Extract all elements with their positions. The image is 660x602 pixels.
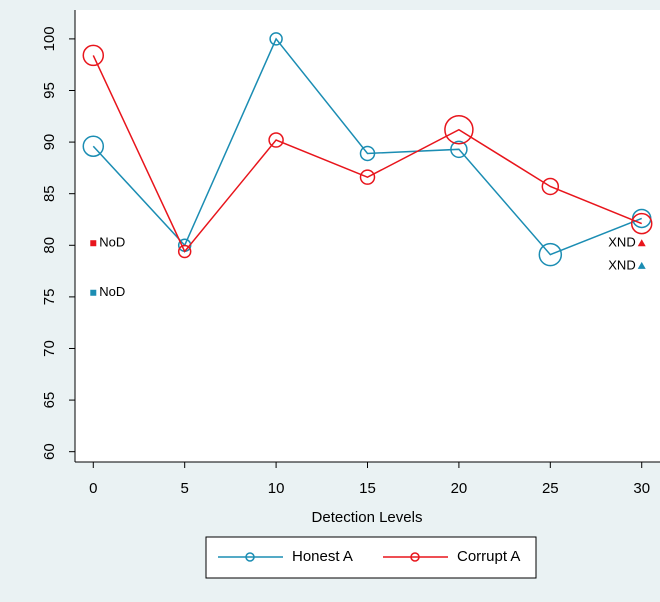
data-point [444,114,474,145]
annotation-label: XND [608,257,635,272]
annotation-marker [90,289,97,296]
data-point [359,145,376,162]
y-tick-label: 75 [41,289,58,306]
data-point [630,212,653,235]
x-tick-label: 10 [268,480,285,497]
x-tick-label: 5 [181,480,189,497]
y-tick-label: 65 [41,392,58,409]
y-tick-label: 90 [41,134,58,151]
x-tick-label: 15 [359,480,376,497]
data-point [82,44,105,67]
data-point [82,135,105,157]
data-point [450,140,468,159]
annotation-label: NoD [99,284,125,299]
y-tick-label: 85 [41,185,58,202]
legend-label: Honest A [292,548,353,565]
x-tick-label: 25 [542,480,559,497]
data-point [538,242,563,267]
x-tick-label: 30 [633,480,650,497]
annotation-marker [90,240,97,247]
y-tick-label: 70 [41,340,58,357]
data-point [269,32,283,46]
annotation-marker [637,239,646,247]
annotation-label: NoD [99,235,125,250]
x-tick-label: 0 [89,480,97,497]
legend-marker [245,552,255,562]
y-tick-label: 100 [41,26,58,51]
data-point [268,132,284,148]
data-point [359,169,376,185]
legend-marker [410,552,420,562]
series-line [92,55,643,253]
plot-area [75,10,660,462]
data-point [541,177,560,196]
data-point [177,244,192,259]
y-tick-label: 95 [41,82,58,99]
y-tick-label: 80 [41,237,58,254]
y-tick-label: 60 [41,443,58,460]
x-tick-label: 20 [451,480,468,497]
x-axis-label: Detection Levels [312,509,423,526]
annotation-label: XND [608,235,635,250]
annotation-marker [637,261,646,269]
legend-label: Corrupt A [457,548,520,565]
